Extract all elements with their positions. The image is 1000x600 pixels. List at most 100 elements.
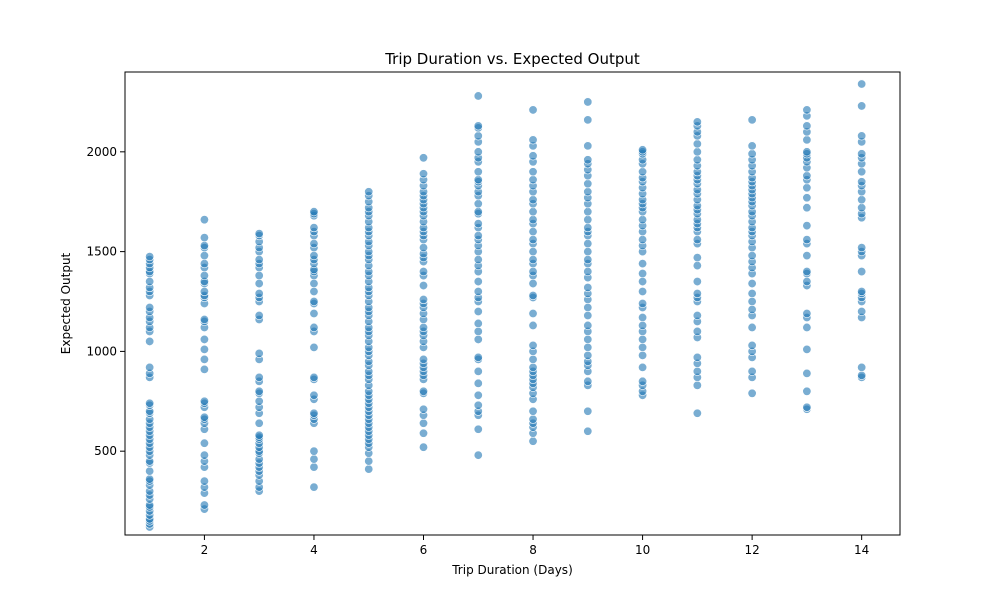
data-point xyxy=(583,247,593,257)
data-point xyxy=(583,207,593,217)
data-point xyxy=(528,279,538,289)
data-point xyxy=(583,155,593,165)
data-point xyxy=(583,215,593,225)
data-point xyxy=(692,380,702,390)
data-point xyxy=(747,366,757,376)
data-point xyxy=(199,314,209,324)
data-point xyxy=(747,340,757,350)
data-point xyxy=(199,241,209,251)
data-point xyxy=(638,362,648,372)
data-point xyxy=(145,252,155,262)
data-point xyxy=(418,267,428,277)
data-point xyxy=(528,207,538,217)
data-point xyxy=(254,418,264,428)
data-point xyxy=(418,153,428,163)
data-point xyxy=(254,271,264,281)
data-point xyxy=(418,386,428,396)
data-point xyxy=(418,322,428,332)
x-tick-label: 12 xyxy=(744,543,759,557)
data-point xyxy=(309,372,319,382)
data-point xyxy=(802,251,812,261)
data-point xyxy=(692,289,702,299)
data-point xyxy=(254,372,264,382)
data-point xyxy=(145,466,155,476)
data-point xyxy=(418,442,428,452)
data-point xyxy=(364,456,374,466)
data-point xyxy=(309,287,319,297)
data-point xyxy=(638,235,648,245)
data-point xyxy=(199,500,209,510)
data-point xyxy=(309,446,319,456)
data-point xyxy=(692,139,702,149)
data-point xyxy=(692,277,702,287)
data-point xyxy=(857,149,867,159)
data-point xyxy=(528,235,538,245)
data-point xyxy=(528,135,538,145)
data-point xyxy=(528,151,538,161)
data-point xyxy=(309,462,319,472)
data-point xyxy=(692,408,702,418)
data-point xyxy=(583,283,593,293)
data-point xyxy=(309,322,319,332)
data-point xyxy=(583,334,593,344)
data-point xyxy=(199,344,209,354)
x-tick-label: 10 xyxy=(635,543,650,557)
data-point xyxy=(583,239,593,249)
data-point xyxy=(199,364,209,374)
data-point xyxy=(583,223,593,233)
data-point xyxy=(857,243,867,253)
data-point xyxy=(473,352,483,362)
data-point xyxy=(254,430,264,440)
y-tick-label: 500 xyxy=(94,444,117,458)
data-point xyxy=(254,229,264,239)
data-point xyxy=(199,271,209,281)
data-point xyxy=(857,203,867,213)
data-point xyxy=(747,304,757,314)
x-tick-label: 6 xyxy=(420,543,428,557)
data-point xyxy=(254,310,264,320)
data-point xyxy=(473,131,483,141)
data-point xyxy=(199,334,209,344)
data-point xyxy=(254,289,264,299)
data-point xyxy=(857,131,867,141)
data-point xyxy=(528,414,538,424)
data-point xyxy=(857,167,867,177)
data-point xyxy=(638,287,648,297)
data-point xyxy=(309,308,319,318)
data-point xyxy=(199,438,209,448)
x-tick-label: 14 xyxy=(854,543,869,557)
data-point xyxy=(857,370,867,380)
data-point xyxy=(583,310,593,320)
data-point xyxy=(692,352,702,362)
data-point xyxy=(638,145,648,155)
data-point xyxy=(473,306,483,316)
data-point xyxy=(583,406,593,416)
data-point xyxy=(309,279,319,289)
data-point xyxy=(254,279,264,289)
data-point xyxy=(583,97,593,107)
data-point xyxy=(199,450,209,460)
data-point xyxy=(802,368,812,378)
y-axis-ticks: 500 1000 1500 2000 xyxy=(86,145,125,458)
data-point xyxy=(199,354,209,364)
data-point xyxy=(747,322,757,332)
data-point xyxy=(199,412,209,422)
data-point xyxy=(638,376,648,386)
data-point xyxy=(528,255,538,265)
data-point xyxy=(309,390,319,400)
data-point xyxy=(857,267,867,277)
data-point xyxy=(473,450,483,460)
data-point xyxy=(528,291,538,301)
data-point xyxy=(583,426,593,436)
plot-frame xyxy=(124,71,901,536)
data-point xyxy=(692,235,702,245)
data-point xyxy=(692,155,702,165)
data-point xyxy=(747,149,757,159)
data-point xyxy=(364,464,374,474)
x-tick-label: 2 xyxy=(201,543,209,557)
data-point xyxy=(364,187,374,197)
data-point xyxy=(857,177,867,187)
data-point xyxy=(583,255,593,265)
data-point xyxy=(802,267,812,277)
data-point xyxy=(802,203,812,213)
